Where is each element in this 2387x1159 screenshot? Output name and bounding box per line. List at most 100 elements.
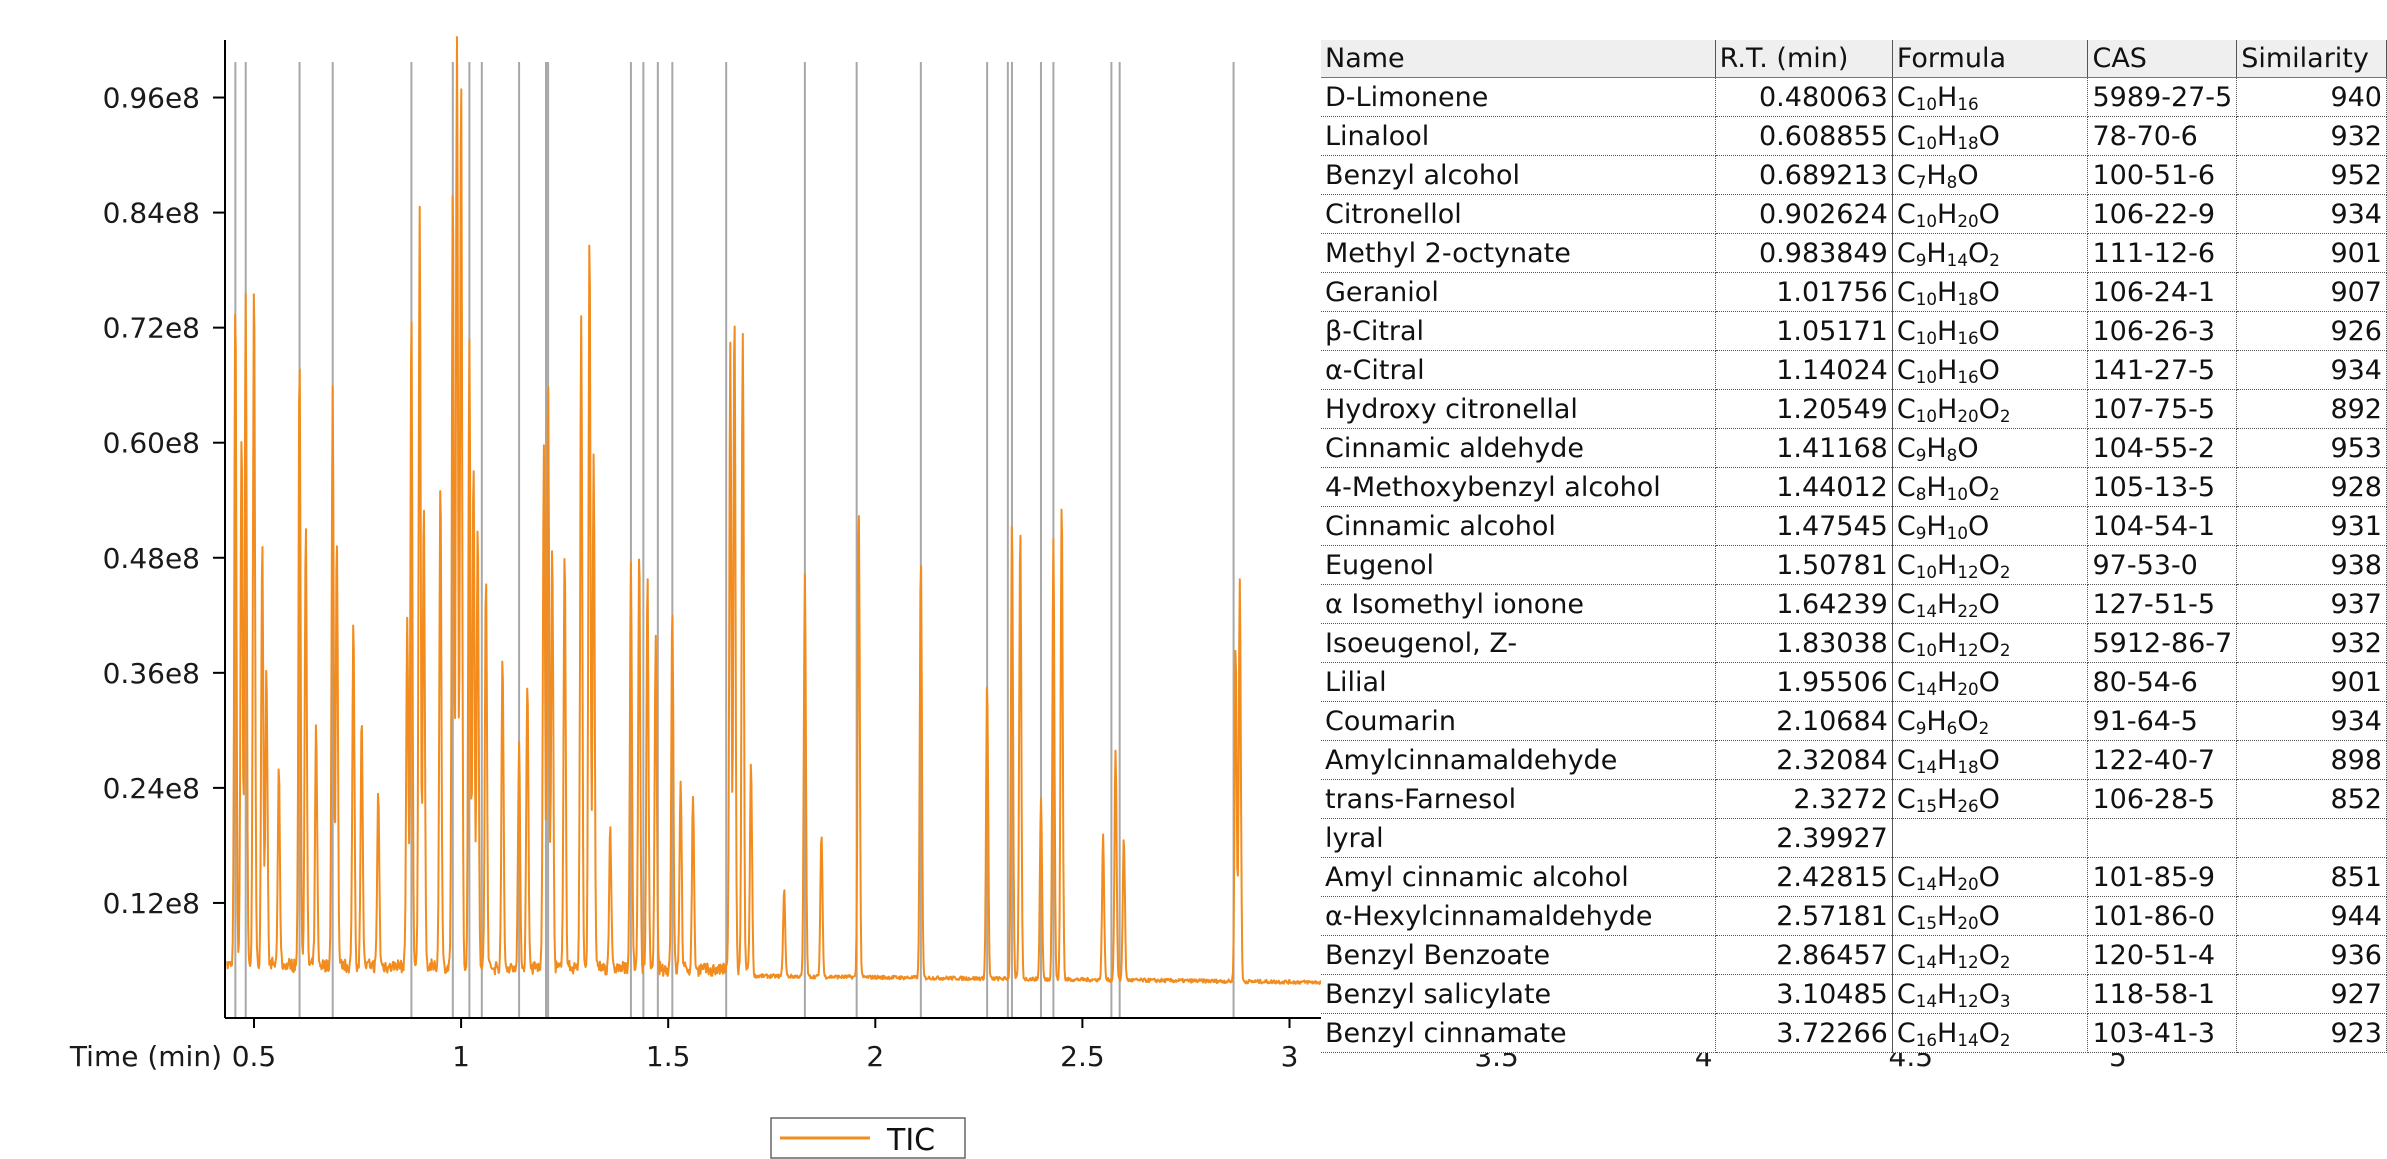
cell-formula: C10H20O2: [1891, 389, 2089, 429]
y-tick-label: 0.48e8: [103, 542, 200, 575]
series-layer: [226, 36, 1326, 985]
cell-similarity: 898: [2236, 740, 2387, 780]
cell-name: Geraniol: [1321, 272, 1716, 312]
cell-cas: 141-27-5: [2087, 350, 2238, 390]
cell-similarity: 934: [2236, 701, 2387, 741]
cell-rt: 1.01756: [1715, 272, 1893, 312]
cell-formula: C10H12O2: [1891, 545, 2089, 585]
cell-similarity: 952: [2236, 155, 2387, 195]
cell-name: Eugenol: [1321, 545, 1716, 585]
column-header-formula: Formula: [1892, 40, 2089, 78]
cell-cas: 103-41-3: [2087, 1013, 2238, 1053]
cell-cas: 118-58-1: [2087, 974, 2238, 1014]
cell-similarity: 938: [2236, 545, 2387, 585]
cell-similarity: 934: [2236, 350, 2387, 390]
cell-name: Lilial: [1321, 662, 1716, 702]
cell-cas: 104-55-2: [2087, 428, 2238, 468]
cell-cas: 122-40-7: [2087, 740, 2238, 780]
cell-name: Coumarin: [1321, 701, 1716, 741]
cell-similarity: 927: [2236, 974, 2387, 1014]
cell-name: 4-Methoxybenzyl alcohol: [1321, 467, 1716, 507]
table-row: lyral 2.39927: [1321, 818, 2387, 858]
table-row: D-Limonene 0.480063 C10H16 5989-27-5 940: [1321, 77, 2387, 117]
column-header-cas: CAS: [2087, 40, 2238, 78]
cell-formula: C16H14O2: [1891, 1013, 2089, 1053]
cell-formula: C10H20O: [1891, 194, 2089, 234]
cell-formula: C14H20O: [1891, 662, 2089, 702]
x-tick-label: 3: [1281, 1040, 1299, 1073]
table-row: Lilial 1.95506 C14H20O 80-54-6 901: [1321, 662, 2387, 702]
table-row: Benzyl alcohol 0.689213 C7H8O 100-51-6 952: [1321, 155, 2387, 195]
cell-cas: 101-86-0: [2087, 896, 2238, 936]
cell-rt: 0.480063: [1715, 77, 1893, 117]
cell-name: Benzyl cinnamate: [1321, 1013, 1716, 1053]
cell-formula: C14H18O: [1891, 740, 2089, 780]
table-row: Benzyl Benzoate 2.86457 C14H12O2 120-51-4 93…: [1321, 935, 2387, 975]
table-row: Cinnamic alcohol 1.47545 C9H10O 104-54-1 931: [1321, 506, 2387, 546]
x-axis-title: Time (min): [69, 1040, 222, 1073]
cell-formula: [1891, 818, 2089, 858]
cell-cas: 111-12-6: [2087, 233, 2238, 273]
table-row: Geraniol 1.01756 C10H18O 106-24-1 907: [1321, 272, 2387, 312]
cell-formula: C9H10O: [1891, 506, 2089, 546]
cell-rt: 3.72266: [1715, 1013, 1893, 1053]
cell-name: Cinnamic alcohol: [1321, 506, 1716, 546]
table-row: α-Citral 1.14024 C10H16O 141-27-5 934: [1321, 350, 2387, 390]
cell-rt: 0.983849: [1715, 233, 1893, 273]
cell-similarity: 892: [2236, 389, 2387, 429]
cell-cas: 106-28-5: [2087, 779, 2238, 819]
cell-formula: C10H16: [1891, 77, 2089, 117]
x-tick-label: 1: [452, 1040, 470, 1073]
cell-rt: 1.20549: [1715, 389, 1893, 429]
cell-cas: 100-51-6: [2087, 155, 2238, 195]
y-tick-label: 0.96e8: [103, 82, 200, 115]
cell-name: β-Citral: [1321, 311, 1716, 351]
cell-name: Benzyl Benzoate: [1321, 935, 1716, 975]
cell-similarity: 932: [2236, 116, 2387, 156]
cell-rt: 3.10485: [1715, 974, 1893, 1014]
cell-cas: 107-75-5: [2087, 389, 2238, 429]
cell-name: Benzyl salicylate: [1321, 974, 1716, 1014]
cell-cas: 91-64-5: [2087, 701, 2238, 741]
cell-similarity: 932: [2236, 623, 2387, 663]
cell-name: Isoeugenol, Z-: [1321, 623, 1716, 663]
x-tick-label: 2: [866, 1040, 884, 1073]
y-axis-ticks: 0.12e8 0.24e8 0.36e8 0.48e8 0.60e8 0.72e8 0.84…: [103, 82, 225, 920]
cell-formula: C10H12O2: [1891, 623, 2089, 663]
cell-similarity: 931: [2236, 506, 2387, 546]
cell-cas: 106-24-1: [2087, 272, 2238, 312]
cell-rt: 1.83038: [1715, 623, 1893, 663]
table-row: α-Hexylcinnamaldehyde 2.57181 C15H20O 101-8…: [1321, 896, 2387, 936]
cell-rt: 0.608855: [1715, 116, 1893, 156]
cell-rt: 1.95506: [1715, 662, 1893, 702]
cell-name: Benzyl alcohol: [1321, 155, 1716, 195]
cell-rt: 2.42815: [1715, 857, 1893, 897]
table-row: Coumarin 2.10684 C9H6O2 91-64-5 934: [1321, 701, 2387, 741]
cell-rt: 1.50781: [1715, 545, 1893, 585]
cell-formula: C9H6O2: [1891, 701, 2089, 741]
cell-cas: 101-85-9: [2087, 857, 2238, 897]
cell-formula: C14H20O: [1891, 857, 2089, 897]
cell-rt: 2.3272: [1715, 779, 1893, 819]
cell-name: α Isomethyl ionone: [1321, 584, 1716, 624]
cell-similarity: 936: [2236, 935, 2387, 975]
table-row: 4-Methoxybenzyl alcohol 1.44012 C8H10O2 105…: [1321, 467, 2387, 507]
cell-similarity: 928: [2236, 467, 2387, 507]
y-tick-label: 0.72e8: [103, 312, 200, 345]
y-tick-label: 0.12e8: [103, 887, 200, 920]
cell-similarity: [2236, 818, 2387, 858]
cell-cas: 106-26-3: [2087, 311, 2238, 351]
table-row: Isoeugenol, Z- 1.83038 C10H12O2 5912-86-7 93…: [1321, 623, 2387, 663]
cell-cas: 104-54-1: [2087, 506, 2238, 546]
cell-name: Amylcinnamaldehyde: [1321, 740, 1716, 780]
x-tick-label: 0.5: [232, 1040, 277, 1073]
cell-rt: 1.44012: [1715, 467, 1893, 507]
cell-similarity: 934: [2236, 194, 2387, 234]
cell-formula: C10H18O: [1891, 116, 2089, 156]
cell-similarity: 901: [2236, 662, 2387, 702]
cell-formula: C10H16O: [1891, 311, 2089, 351]
cell-cas: 80-54-6: [2087, 662, 2238, 702]
cell-formula: C10H16O: [1891, 350, 2089, 390]
cell-formula: C9H14O2: [1891, 233, 2089, 273]
cell-formula: C8H10O2: [1891, 467, 2089, 507]
